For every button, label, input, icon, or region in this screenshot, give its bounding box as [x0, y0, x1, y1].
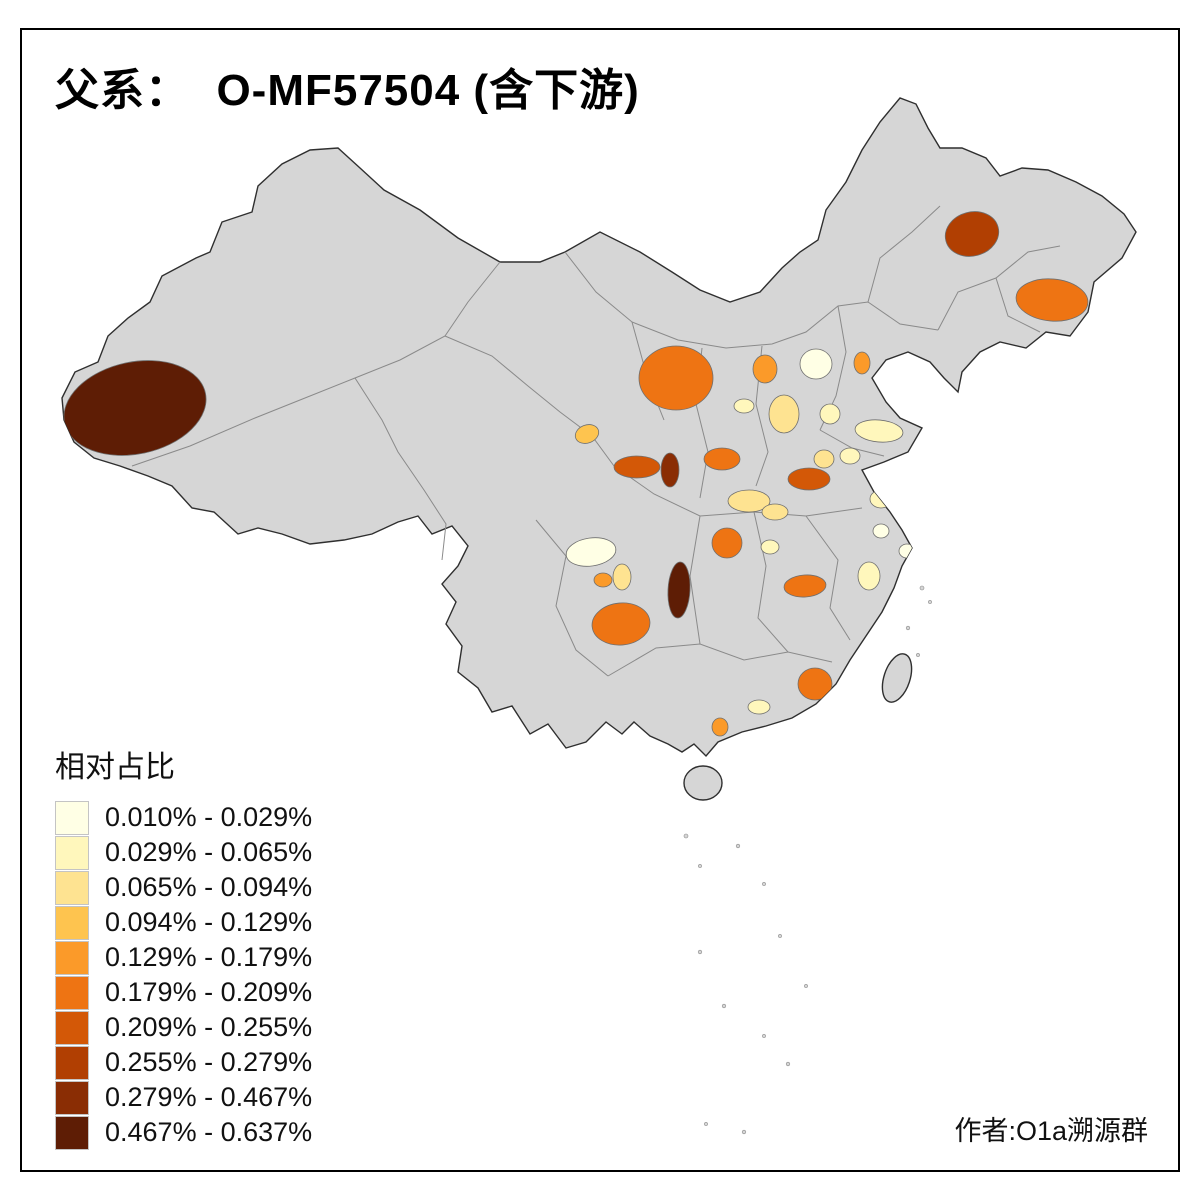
legend-row: 0.029% - 0.065% — [55, 835, 312, 870]
map-title: 父系： O-MF57504 (含下游) — [55, 66, 640, 115]
map-region — [727, 489, 771, 513]
map-region — [857, 561, 881, 591]
map-region — [638, 345, 714, 411]
map-region — [591, 602, 651, 646]
legend-row: 0.255% - 0.279% — [55, 1045, 312, 1080]
map-region — [613, 455, 661, 479]
legend-row: 0.279% - 0.467% — [55, 1080, 312, 1115]
map-region — [612, 563, 632, 591]
legend-swatch — [55, 835, 89, 870]
legend-swatch — [55, 1080, 89, 1115]
legend-items: 0.010% - 0.029% 0.029% - 0.065% 0.065% - 0… — [55, 800, 312, 1150]
legend-row: 0.010% - 0.029% — [55, 800, 312, 835]
map-region — [787, 467, 831, 491]
legend-swatch — [55, 975, 89, 1010]
map-region — [853, 351, 871, 375]
map-region — [660, 452, 680, 488]
legend-row: 0.467% - 0.637% — [55, 1115, 312, 1150]
china-mainland — [61, 97, 1137, 758]
map-region — [574, 424, 600, 444]
map-region — [761, 503, 789, 521]
legend-label: 0.279% - 0.467% — [105, 1082, 313, 1112]
legend-label: 0.209% - 0.255% — [105, 1012, 313, 1042]
small-islands — [683, 585, 932, 1135]
legend-row: 0.094% - 0.129% — [55, 905, 312, 940]
map-region — [703, 447, 741, 471]
legend-swatch — [55, 1010, 89, 1045]
legend: 相对占比 0.010% - 0.029% 0.029% - 0.065% 0.065… — [55, 742, 312, 1150]
legend-swatch — [55, 1045, 89, 1080]
map-region — [760, 539, 780, 555]
map-region — [711, 527, 743, 559]
map-region — [944, 211, 1000, 257]
legend-row: 0.065% - 0.094% — [55, 870, 312, 905]
hainan-island — [683, 765, 723, 801]
map-region — [747, 699, 771, 715]
legend-row: 0.129% - 0.179% — [55, 940, 312, 975]
map-region — [797, 667, 833, 701]
legend-swatch — [55, 1115, 89, 1150]
legend-row: 0.179% - 0.209% — [55, 975, 312, 1010]
legend-label: 0.010% - 0.029% — [105, 802, 313, 832]
map-region — [898, 543, 916, 559]
highlighted-regions — [63, 211, 1089, 737]
province-borders — [131, 205, 1061, 677]
map-region — [752, 354, 778, 384]
map-region — [733, 398, 755, 414]
map-region — [799, 348, 833, 380]
map-region — [711, 717, 729, 737]
legend-label: 0.467% - 0.637% — [105, 1117, 313, 1147]
map-region — [854, 419, 904, 443]
map-region — [783, 574, 827, 598]
author-credit: 作者:O1a溯源群 — [954, 1116, 1148, 1146]
legend-row: 0.209% - 0.255% — [55, 1010, 312, 1045]
legend-title: 相对占比 — [55, 751, 175, 784]
legend-swatch — [55, 800, 89, 835]
map-region — [839, 447, 861, 465]
legend-swatch — [55, 940, 89, 975]
legend-swatch — [55, 905, 89, 940]
map-region — [593, 572, 613, 588]
map-region — [904, 563, 918, 579]
legend-label: 0.129% - 0.179% — [105, 942, 313, 972]
legend-label: 0.065% - 0.094% — [105, 872, 313, 902]
legend-label: 0.179% - 0.209% — [105, 977, 313, 1007]
map-region — [1015, 278, 1089, 322]
legend-label: 0.029% - 0.065% — [105, 837, 313, 867]
map-region — [872, 523, 890, 539]
map-region — [813, 449, 835, 469]
legend-swatch — [55, 870, 89, 905]
legend-label: 0.094% - 0.129% — [105, 907, 313, 937]
legend-label: 0.255% - 0.279% — [105, 1047, 313, 1077]
map-region — [667, 561, 691, 619]
map-region — [768, 394, 800, 434]
map-region — [869, 489, 893, 509]
map-region — [565, 537, 617, 567]
taiwan-island — [881, 653, 913, 703]
map-region — [819, 403, 841, 425]
